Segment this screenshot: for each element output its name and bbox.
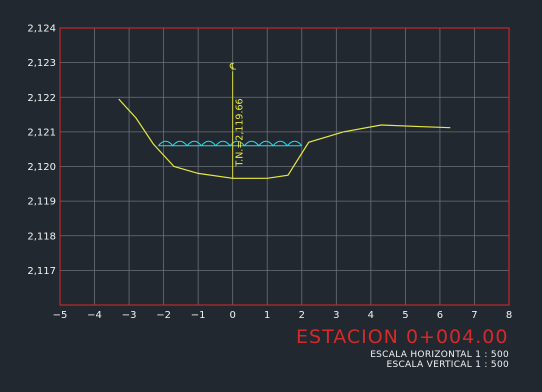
x-tick-label: 5 bbox=[402, 310, 408, 321]
centerline-annotation: ℄ T.N.=2,119.66 bbox=[229, 62, 246, 179]
x-tick-label: −4 bbox=[87, 310, 102, 321]
x-tick-label: 0 bbox=[230, 310, 236, 321]
plot-frame bbox=[59, 27, 510, 306]
station-title: ESTACION 0+004.00 bbox=[296, 326, 508, 348]
y-tick-labels: 2,117 2,118 2,119 2,120 2,121 2,122 2,123 2,124 bbox=[27, 24, 56, 277]
y-tick-label: 2,119 bbox=[27, 197, 56, 208]
y-tick-label: 2,117 bbox=[27, 266, 56, 277]
water-arches bbox=[158, 140, 303, 147]
x-tick-labels: −5 −4 −3 −2 −1 0 1 2 3 4 5 6 7 8 bbox=[53, 310, 513, 321]
x-tick-label: −2 bbox=[156, 310, 171, 321]
x-tick-label: 6 bbox=[437, 310, 443, 321]
grid-lines bbox=[60, 28, 509, 305]
x-tick-label: −1 bbox=[191, 310, 206, 321]
x-tick-label: 8 bbox=[506, 310, 512, 321]
x-tick-label: 4 bbox=[368, 310, 374, 321]
x-tick-label: −3 bbox=[122, 310, 137, 321]
scale-horizontal: ESCALA HORIZONTAL 1 : 500 bbox=[370, 350, 509, 360]
x-tick-label: 3 bbox=[333, 310, 339, 321]
x-tick-label: 2 bbox=[299, 310, 305, 321]
x-tick-label: 7 bbox=[471, 310, 477, 321]
y-tick-label: 2,120 bbox=[27, 162, 56, 173]
y-tick-label: 2,118 bbox=[27, 231, 56, 242]
x-tick-label: −5 bbox=[53, 310, 68, 321]
y-tick-label: 2,123 bbox=[27, 58, 56, 69]
ground-line bbox=[118, 98, 451, 179]
ground-profile bbox=[118, 98, 451, 179]
centerline-symbol: ℄ bbox=[229, 62, 237, 73]
centerline-label: T.N.=2,119.66 bbox=[235, 98, 246, 167]
scale-vertical: ESCALA VERTICAL 1 : 500 bbox=[386, 360, 509, 370]
y-tick-label: 2,121 bbox=[27, 127, 56, 138]
x-tick-label: 1 bbox=[264, 310, 270, 321]
y-tick-label: 2,124 bbox=[27, 24, 56, 35]
water-surface bbox=[158, 140, 303, 147]
y-tick-label: 2,122 bbox=[27, 93, 56, 104]
